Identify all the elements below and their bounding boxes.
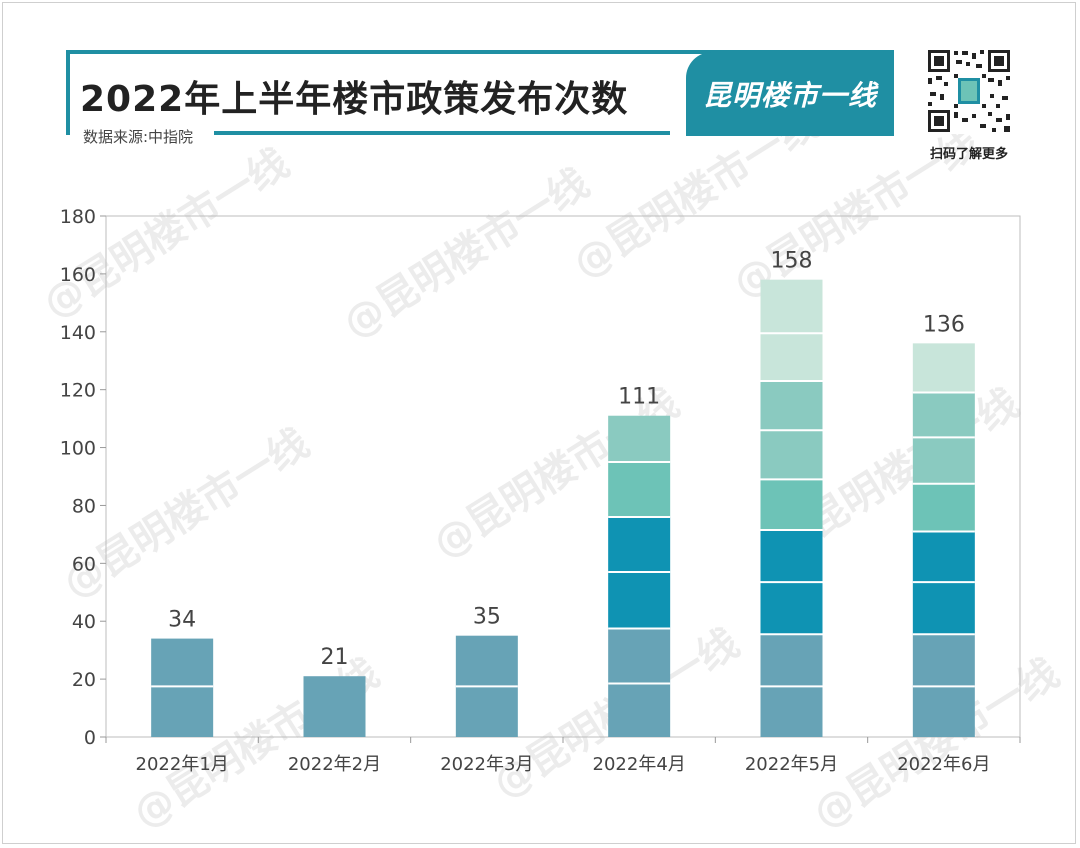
bar-segment[interactable]	[760, 582, 823, 635]
bar-segment[interactable]	[760, 634, 823, 687]
bar-segment[interactable]	[760, 530, 823, 583]
page-title: 2022年上半年楼市政策发布次数	[80, 79, 629, 120]
bar-value-label: 21	[321, 645, 349, 670]
bar-value-label: 136	[923, 312, 965, 337]
bar-value-label: 35	[473, 605, 501, 630]
qr-caption: 扫码了解更多	[929, 147, 1008, 162]
bar-segment[interactable]	[760, 479, 823, 531]
x-tick-label: 2022年2月	[288, 754, 381, 775]
y-tick-label: 40	[72, 611, 96, 633]
header-border	[66, 50, 894, 135]
bar-segment[interactable]	[608, 415, 671, 463]
bar-value-label: 111	[618, 385, 660, 410]
qr-code-icon[interactable]	[926, 48, 1012, 134]
y-tick-label: 20	[72, 669, 96, 691]
x-tick-label: 2022年1月	[136, 754, 229, 775]
title-underline	[214, 131, 670, 135]
bar-segment[interactable]	[760, 380, 823, 431]
bar-segment[interactable]	[912, 437, 975, 484]
bar-segment[interactable]	[760, 686, 823, 737]
x-tick-label: 2022年6月	[897, 754, 990, 775]
bar-segment[interactable]	[608, 462, 671, 518]
bar-segment[interactable]	[455, 635, 518, 687]
plot-border	[105, 215, 1021, 738]
bar-segment[interactable]	[608, 683, 671, 737]
bar-segment[interactable]	[912, 634, 975, 687]
y-tick-label: 120	[60, 380, 96, 402]
bar-segment[interactable]	[151, 686, 214, 737]
brand-badge: 昆明楼市一线	[686, 52, 894, 136]
y-tick-label: 160	[60, 264, 96, 286]
bar-segment[interactable]	[760, 430, 823, 480]
bar-segment[interactable]	[608, 517, 671, 573]
x-tick-label: 2022年4月	[593, 754, 686, 775]
bar-segment[interactable]	[912, 582, 975, 635]
x-tick-label: 2022年3月	[440, 754, 533, 775]
y-tick-label: 100	[60, 438, 96, 460]
y-tick-label: 180	[60, 206, 96, 228]
bar-segment[interactable]	[151, 638, 214, 687]
bar-segment[interactable]	[760, 333, 823, 381]
bar-segment[interactable]	[455, 686, 518, 737]
bar-segment[interactable]	[912, 483, 975, 532]
bar-segment[interactable]	[912, 686, 975, 737]
y-tick-label: 140	[60, 322, 96, 344]
bar-segment[interactable]	[912, 343, 975, 393]
y-tick-label: 80	[72, 495, 96, 517]
x-tick-label: 2022年5月	[745, 754, 838, 775]
bar-value-label: 158	[771, 249, 813, 274]
data-source: 数据来源:中指院	[83, 128, 194, 146]
bar-segment[interactable]	[608, 572, 671, 629]
bar-value-label: 34	[168, 608, 196, 633]
bar-segment[interactable]	[912, 531, 975, 583]
y-tick-label: 0	[84, 727, 96, 749]
bar-segment[interactable]	[760, 279, 823, 334]
bar-segment[interactable]	[608, 628, 671, 684]
brand-name: 昆明楼市一线	[702, 79, 877, 112]
bar-segment[interactable]	[912, 392, 975, 438]
y-tick-label: 60	[72, 553, 96, 575]
bar-segment[interactable]	[303, 676, 366, 737]
